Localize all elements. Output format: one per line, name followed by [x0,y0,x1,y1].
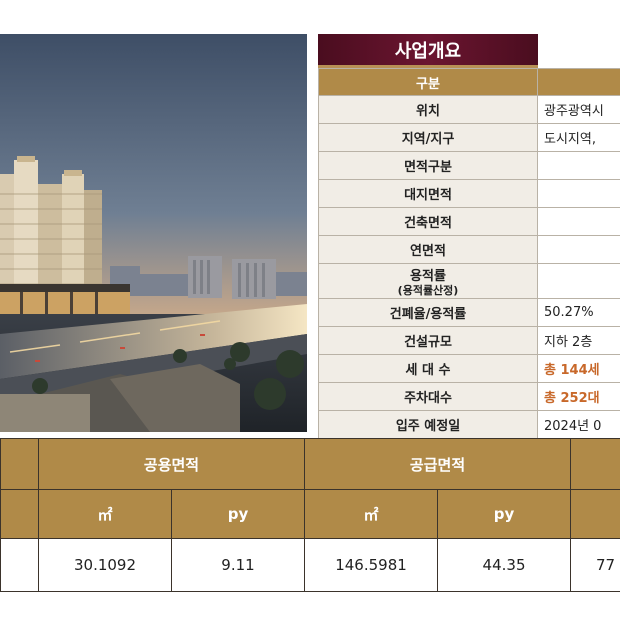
area-cell [0,538,39,592]
area-cell: 77 [570,538,620,592]
overview-row-value [537,151,620,180]
overview-row-label-main: 용적률 [410,269,446,284]
area-unit-header [0,489,39,539]
overview-row-label: 대지면적 [318,179,538,208]
overview-row: 주차대수 총 252대 [318,382,620,411]
overview-row: 면적구분 [318,151,620,180]
overview-row-label: 건축면적 [318,207,538,236]
overview-row-label: 용적률 (용적률산정) [318,263,538,299]
overview-row-label: 지역/지구 [318,123,538,152]
overview-row-value: 광주광역시 [537,95,620,124]
overview-row-label: 건설규모 [318,326,538,355]
area-unit-header [570,489,620,539]
overview-header-row: 구분 [318,68,620,96]
overview-row: 입주 예정일 2024년 0 [318,410,620,439]
overview-row-value [537,235,620,264]
area-group-header [0,438,39,490]
overview-row-label: 건폐율/용적률 [318,298,538,327]
overview-row: 세 대 수 총 144세 [318,354,620,383]
overview-row: 건설규모 지하 2층 [318,326,620,355]
area-cell: 146.5981 [304,538,439,592]
area-unit-header: py [437,489,572,539]
area-data-row: 30.1092 9.11 146.5981 44.35 77 [0,538,620,592]
parking-count-value: 총 252대 [537,382,620,411]
household-count-value: 총 144세 [537,354,620,383]
overview-row: 용적률 (용적률산정) [318,263,620,299]
overview-row-label-sub: (용적률산정) [397,284,459,297]
overview-row-value: 50.27% [537,298,620,327]
area-group-header-row: 공용면적 공급면적 [0,438,620,490]
common-area-header: 공용면적 [37,438,306,490]
business-overview-title: 사업개요 [318,34,538,68]
area-table: 공용면적 공급면적 ㎡ py ㎡ py 30.1092 9.11 146.598… [0,438,620,592]
overview-row: 대지면적 [318,179,620,208]
overview-row-label: 위치 [318,95,538,124]
overview-row-value: 도시지역, [537,123,620,152]
overview-row-value: 2024년 0 [537,410,620,439]
area-unit-header: ㎡ [304,489,439,539]
overview-row-label: 세 대 수 [318,354,538,383]
overview-row-value: 지하 2층 [537,326,620,355]
area-group-header [570,438,620,490]
overview-row-value [537,179,620,208]
overview-header-value [537,68,620,96]
overview-row-label: 입주 예정일 [318,410,538,439]
apartment-rendering-image [0,34,307,432]
area-unit-header: py [170,489,306,539]
area-cell: 9.11 [170,538,306,592]
overview-row-label: 연면적 [318,235,538,264]
business-overview-table: 구분 위치 광주광역시 지역/지구 도시지역, 면적구분 대지면적 건축면적 연… [318,68,620,439]
overview-row: 건폐율/용적률 50.27% [318,298,620,327]
area-cell: 30.1092 [38,538,172,592]
overview-row: 건축면적 [318,207,620,236]
area-unit-header-row: ㎡ py ㎡ py [0,489,620,539]
overview-row: 위치 광주광역시 [318,95,620,124]
area-unit-header: ㎡ [38,489,172,539]
overview-row: 연면적 [318,235,620,264]
overview-row-value [537,263,620,299]
overview-row-label: 주차대수 [318,382,538,411]
supply-area-py-cell: 44.35 [437,538,572,592]
overview-row-label: 면적구분 [318,151,538,180]
overview-row: 지역/지구 도시지역, [318,123,620,152]
overview-row-value [537,207,620,236]
supply-area-header: 공급면적 [304,438,572,490]
overview-header-label: 구분 [318,68,538,96]
